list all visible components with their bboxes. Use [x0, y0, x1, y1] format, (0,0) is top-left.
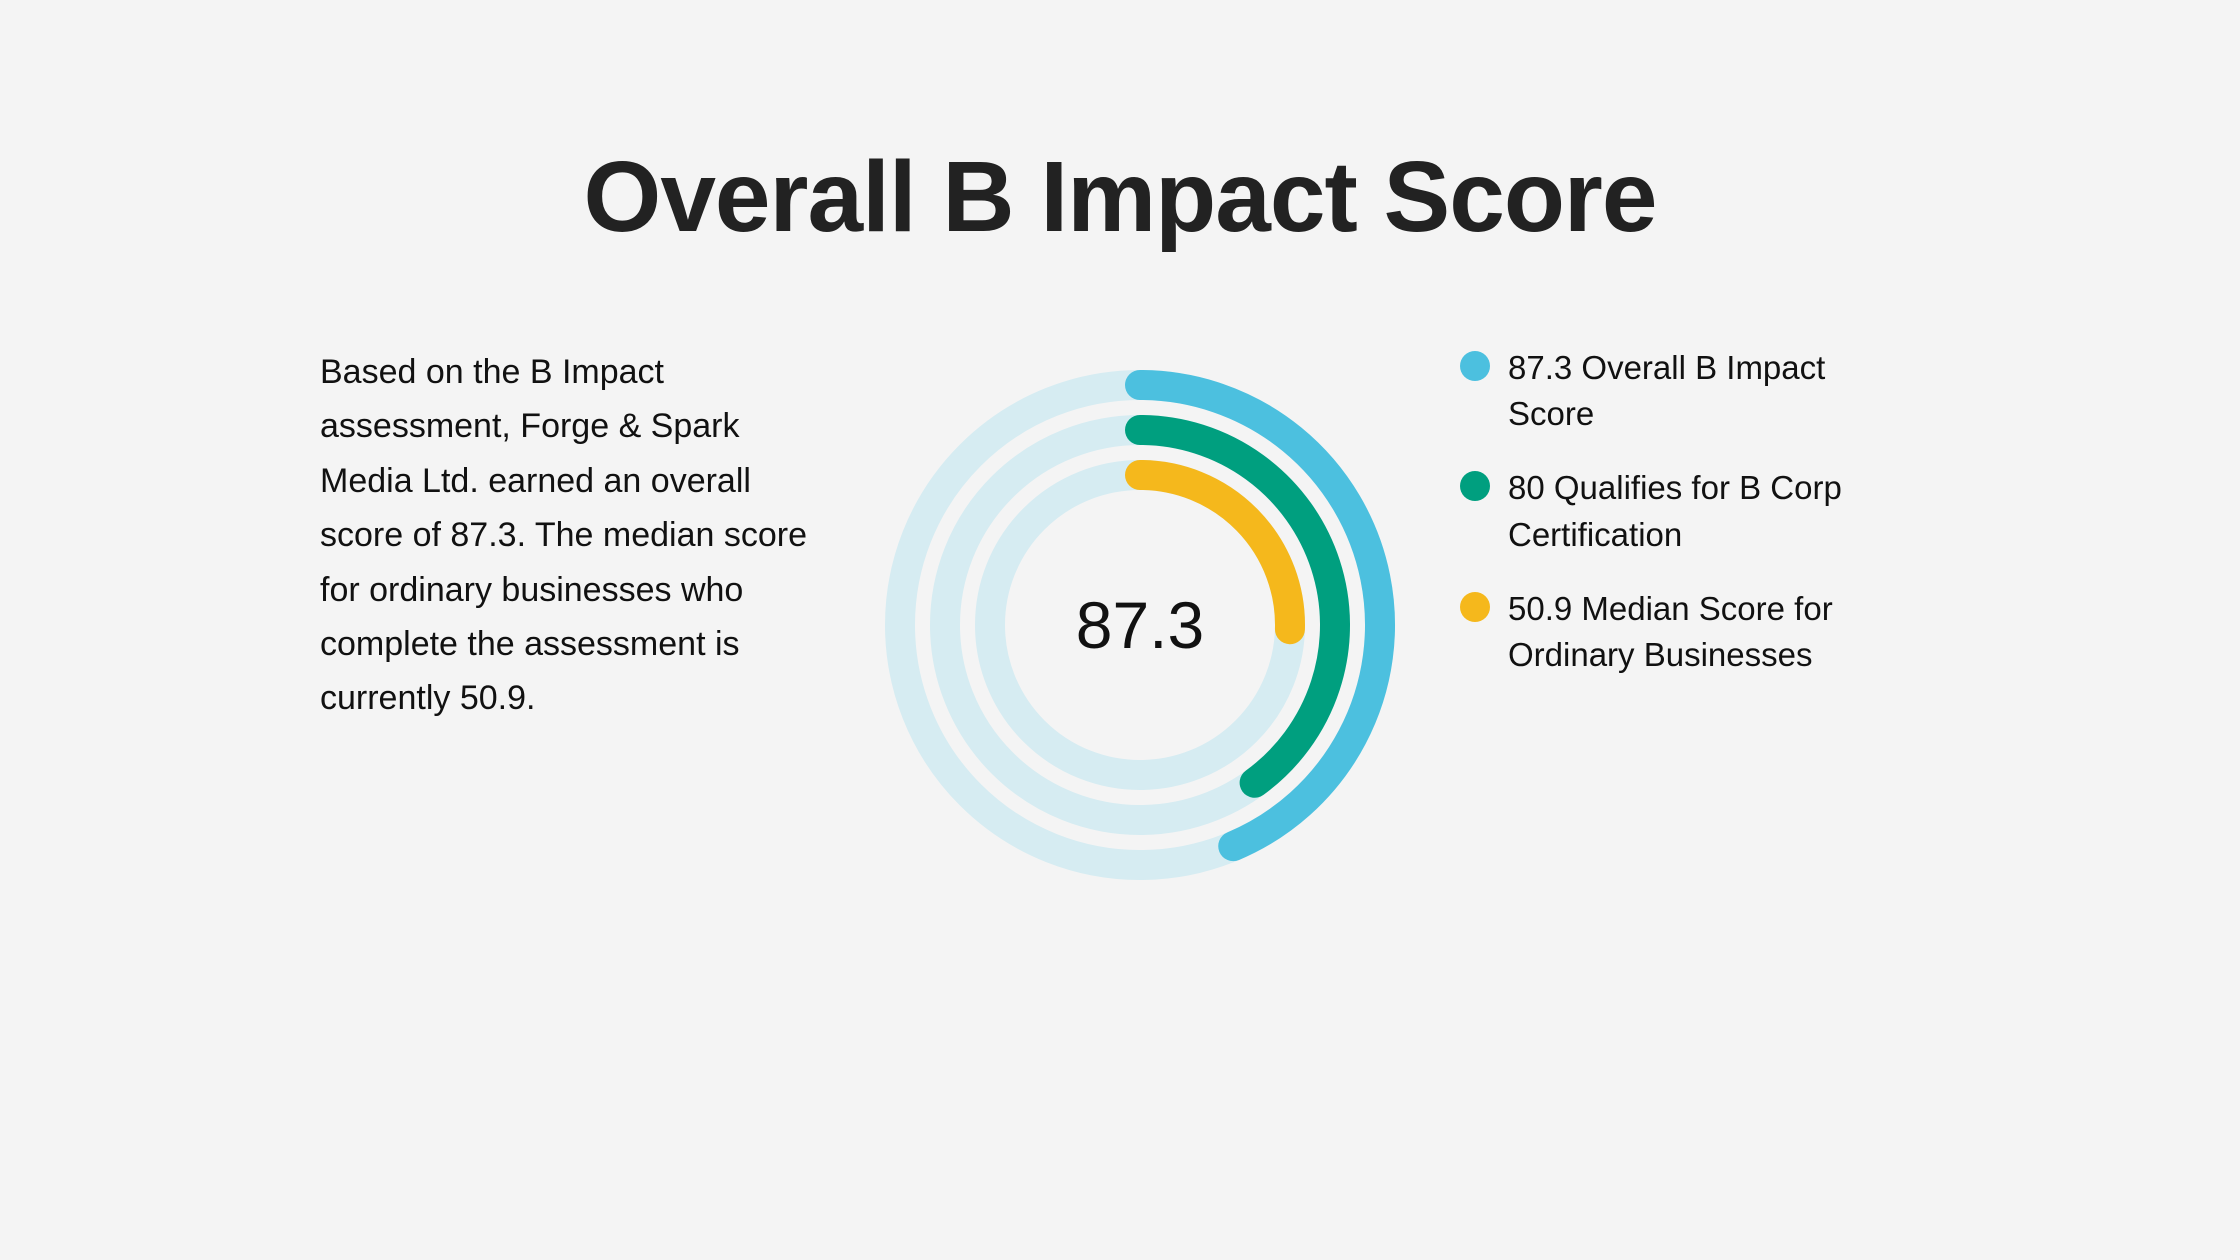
legend-label: 80 Qualifies for B Corp Certification [1508, 465, 1920, 557]
page-title: Overall B Impact Score [584, 140, 1657, 255]
radial-chart: 87.3 [860, 345, 1420, 905]
center-value: 87.3 [1076, 587, 1204, 663]
legend-dot-icon [1460, 351, 1490, 381]
legend-item: 87.3 Overall B Impact Score [1460, 345, 1920, 437]
content-row: Based on the B Impact assessment, Forge … [0, 345, 2240, 905]
legend: 87.3 Overall B Impact Score 80 Qualifies… [1460, 345, 2000, 678]
legend-dot-icon [1460, 471, 1490, 501]
legend-item: 50.9 Median Score for Ordinary Businesse… [1460, 586, 1920, 678]
legend-label: 87.3 Overall B Impact Score [1508, 345, 1920, 437]
legend-label: 50.9 Median Score for Ordinary Businesse… [1508, 586, 1920, 678]
legend-item: 80 Qualifies for B Corp Certification [1460, 465, 1920, 557]
legend-dot-icon [1460, 592, 1490, 622]
description-text: Based on the B Impact assessment, Forge … [240, 345, 820, 726]
